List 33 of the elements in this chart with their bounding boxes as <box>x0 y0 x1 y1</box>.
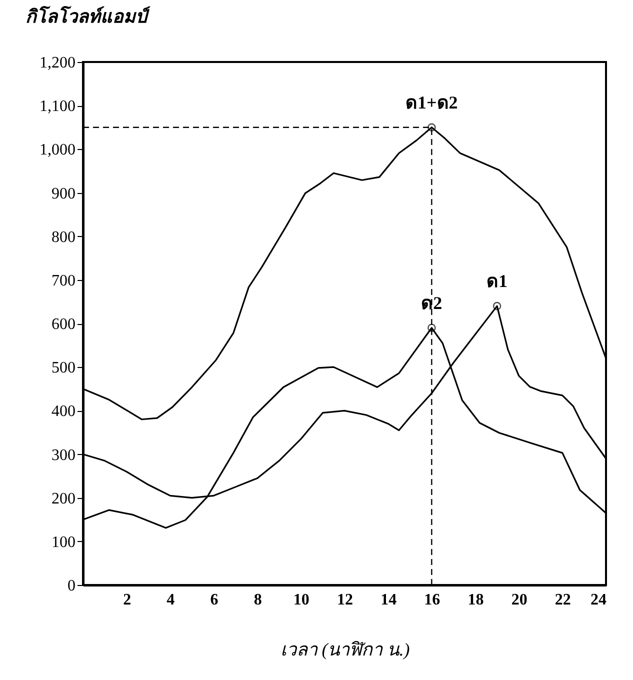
y-tick-label: 1,100 <box>40 98 76 116</box>
y-tick-label: 100 <box>52 534 76 551</box>
y-tick-label: 600 <box>52 316 76 333</box>
y-tick-label: 500 <box>52 360 76 377</box>
x-tick-label: 16 <box>424 592 440 608</box>
point <box>492 302 502 310</box>
y-tick-label: 200 <box>52 490 76 508</box>
y-tick-label: 700 <box>52 272 76 290</box>
x-tick-label: 20 <box>511 592 528 608</box>
y-tick-label: 0 <box>68 578 76 594</box>
x-tick-label: 10 <box>293 592 310 608</box>
y-tick-label: 400 <box>52 403 76 420</box>
x-tick-label: 2 <box>123 592 132 608</box>
point <box>428 123 436 132</box>
series-label: ด2 <box>421 292 442 313</box>
x-axis-title: เวลา (นาฬิกา น.) <box>280 640 410 660</box>
x-tick-label: 22 <box>554 592 571 608</box>
series-label: ด1+ด2 <box>406 92 458 112</box>
x-tick-label: 4 <box>166 592 175 608</box>
y-tick-label: 1,000 <box>40 142 76 159</box>
y-tick-label: 900 <box>52 185 76 202</box>
x-tick-label: 6 <box>210 592 218 608</box>
x-tick-label: 14 <box>380 592 397 608</box>
x-tick-label: 18 <box>468 592 484 608</box>
series-label: ด1 <box>486 271 508 292</box>
x-tick-label: 24 <box>590 592 606 608</box>
y-tick-label: 800 <box>52 228 76 246</box>
y-axis-title: กิโลโวลท์แอมป์ <box>26 6 150 26</box>
x-tick-label: 12 <box>337 592 353 608</box>
y-tick-label: 1,200 <box>40 54 76 72</box>
point <box>428 324 436 332</box>
x-tick-label: 8 <box>254 592 262 608</box>
y-tick-label: 300 <box>52 446 76 464</box>
